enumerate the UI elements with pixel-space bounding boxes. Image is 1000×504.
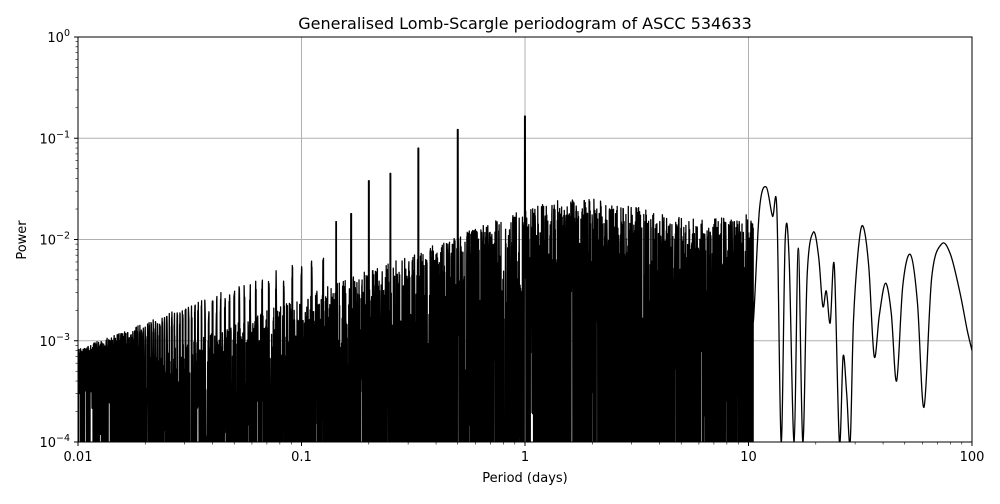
periodogram-line xyxy=(78,115,972,442)
x-tick-label: 1 xyxy=(521,450,529,465)
x-tick-label: 100 xyxy=(960,450,985,465)
y-axis-label: Power xyxy=(15,220,30,260)
y-axis-ticks: 10−4 10−3 10−2 10−1 100 xyxy=(39,28,78,451)
x-tick-label: 0.1 xyxy=(291,450,312,465)
x-axis-label: Period (days) xyxy=(482,471,568,486)
chart-title: Generalised Lomb-Scargle periodogram of … xyxy=(298,14,752,33)
y-tick-label: 10−4 xyxy=(39,433,70,451)
x-axis-ticks: 0.01 0.1 1 10 100 xyxy=(64,442,985,465)
y-tick-label: 10−3 xyxy=(39,332,70,350)
y-tick-label: 10−1 xyxy=(39,129,70,147)
x-tick-label: 0.01 xyxy=(64,450,93,465)
y-tick-label: 100 xyxy=(47,28,70,46)
x-tick-label: 10 xyxy=(740,450,757,465)
y-tick-label: 10−2 xyxy=(39,231,70,249)
